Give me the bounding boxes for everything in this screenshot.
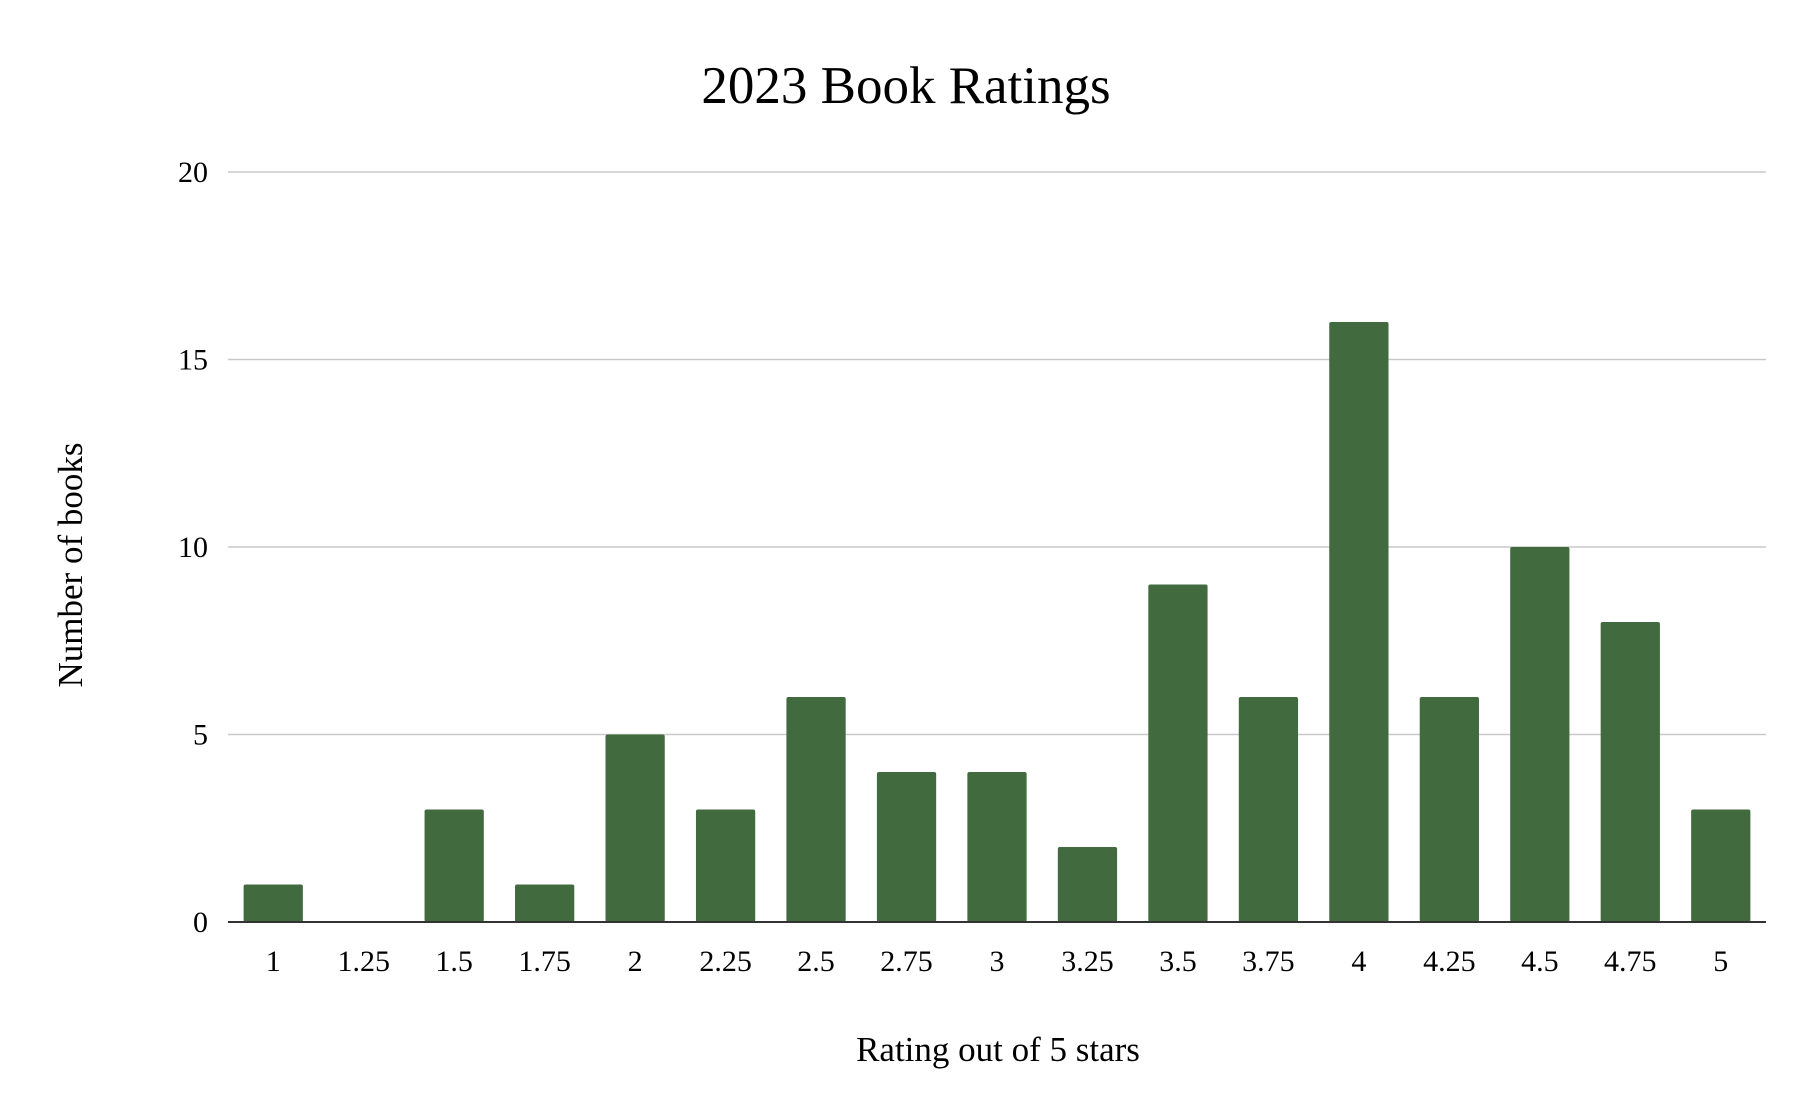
y-tick-label: 0 <box>193 906 208 939</box>
x-tick-label: 1.75 <box>518 945 571 978</box>
x-axis-ticks: 1 1.25 1.5 1.75 2 2.25 2.5 2.75 3 3.25 3.5 3.75 4 4.2… <box>266 945 1729 978</box>
bar <box>1238 697 1299 922</box>
x-tick-label: 2 <box>628 945 643 978</box>
bar <box>605 734 665 922</box>
x-tick-label: 2.5 <box>797 945 835 978</box>
bar <box>1148 584 1208 922</box>
gridlines <box>228 171 1766 736</box>
y-axis-title: Number of books <box>51 443 90 688</box>
x-tick-label: 4.75 <box>1604 945 1657 978</box>
x-tick-label: 2.75 <box>880 945 933 978</box>
x-tick-label: 4 <box>1351 945 1366 978</box>
x-axis-title: Rating out of 5 stars <box>856 1030 1140 1069</box>
bar <box>515 884 575 922</box>
x-tick-label: 1.25 <box>337 945 390 978</box>
bar <box>786 697 846 922</box>
bar <box>876 772 937 922</box>
x-tick-label: 4.25 <box>1423 945 1476 978</box>
y-tick-label: 20 <box>178 156 208 189</box>
x-tick-label: 4.5 <box>1521 945 1559 978</box>
x-tick-label: 3.75 <box>1242 945 1295 978</box>
x-tick-label: 3.5 <box>1159 945 1197 978</box>
bar <box>424 809 484 922</box>
y-tick-label: 5 <box>193 719 208 752</box>
bar <box>1691 809 1751 922</box>
x-tick-label: 1 <box>266 945 281 978</box>
bar <box>1600 622 1660 922</box>
x-tick-label: 2.25 <box>699 945 752 978</box>
bar <box>1057 847 1118 922</box>
bar <box>243 884 303 922</box>
x-tick-label: 3 <box>990 945 1005 978</box>
y-axis-ticks: 0 5 10 15 20 <box>178 156 208 939</box>
bar <box>1419 697 1479 922</box>
x-tick-label: 1.5 <box>435 945 473 978</box>
y-tick-label: 10 <box>178 531 208 564</box>
chart-title: 2023 Book Ratings <box>701 57 1110 115</box>
x-tick-label: 3.25 <box>1061 945 1114 978</box>
x-tick-label: 5 <box>1713 945 1728 978</box>
bar <box>1329 322 1389 922</box>
bars <box>243 322 1751 922</box>
y-tick-label: 15 <box>178 344 208 377</box>
bar <box>1510 547 1570 922</box>
bar <box>695 809 756 922</box>
bar <box>967 772 1027 922</box>
